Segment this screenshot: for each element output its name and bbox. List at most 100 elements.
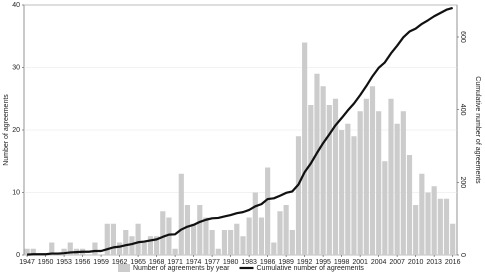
x-tick-label: 1971 [167,259,183,266]
bar [394,123,400,255]
y-tick-label: 0 [16,252,20,259]
y2-tick-label: 200 [459,176,466,188]
bar [419,173,425,255]
y-tick-label: 20 [12,127,20,134]
bar [413,205,419,255]
bar [431,186,437,255]
x-tick-label: 1986 [260,259,276,266]
bar [110,223,117,255]
x-tick-label: 2007 [389,259,405,266]
bar [369,86,376,255]
bar [277,211,283,255]
y-tick-label: 10 [12,189,20,196]
y2-tick-label: 600 [459,31,466,43]
x-tick-label: 1989 [278,259,294,266]
bar [154,236,160,255]
x-tick-label: 1995 [315,259,331,266]
y2-axis-title: Cumulative number of agreements [474,76,481,184]
x-tick-label: 2001 [352,259,368,266]
x-tick-label: 1983 [241,259,257,266]
x-tick-label: 1953 [56,259,72,266]
bar [215,248,221,255]
bar [283,205,289,255]
x-tick-label: 1950 [38,259,54,266]
bar [351,136,357,255]
bar [382,161,388,255]
x-tick-label: 1992 [297,259,313,266]
x-tick-label: 2016 [445,259,461,266]
bar [197,205,203,255]
bar [135,223,141,255]
x-tick-label: 1977 [204,259,220,266]
bar [376,111,382,255]
x-tick-label: 1980 [223,259,239,266]
y-tick-label: 40 [12,2,20,9]
cumulative-line [27,6,453,256]
y-tick-label: 30 [12,64,20,71]
legend-swatch [118,264,130,272]
bar [228,230,234,255]
bar [172,248,178,255]
y2-tick-label: 400 [459,104,466,116]
bar [141,242,147,255]
bar [246,217,252,255]
bar [314,73,320,255]
bar [443,198,450,255]
bar [289,230,295,255]
x-tick-label: 1965 [130,259,146,266]
bar [129,236,135,255]
x-tick-label: 2010 [408,259,424,266]
x-tick-label: 1974 [186,259,202,266]
bar [345,123,351,255]
y-axis-title: Number of agreements [3,94,10,166]
bar [308,105,314,255]
bar [258,217,265,255]
bar [302,42,308,255]
bar [166,217,172,255]
bar [178,173,184,255]
bar [326,105,332,255]
x-tick-label: 1947 [19,259,35,266]
bar [357,111,363,255]
x-tick-label: 1998 [334,259,350,266]
bar [332,98,339,255]
bar [450,223,456,255]
bar [30,248,36,255]
bar [400,111,406,255]
bar [320,86,326,255]
x-tick-label: 2013 [426,259,442,266]
x-tick-label: 1956 [75,259,91,266]
bar [252,192,258,255]
x-tick-label: 1959 [93,259,109,266]
bar [61,248,67,255]
bar [92,242,98,255]
bar [104,223,110,255]
y2-tick-label: 0 [459,253,466,257]
bar [191,223,197,255]
bar [339,130,345,255]
bar [221,230,228,255]
bar [363,98,369,255]
bar [425,192,431,255]
bar [67,242,73,255]
bar [184,205,191,255]
bar [49,242,55,255]
bar [234,223,240,255]
bar [406,155,413,255]
bar [295,136,302,255]
x-tick-label: 2004 [371,259,387,266]
legend-label: Cumulative number of agreements [257,265,365,272]
bar [240,236,246,255]
bar [123,230,129,255]
x-tick-label: 1962 [112,259,128,266]
bar [209,230,215,255]
bar [147,236,154,255]
legend-label: Number of agreements by year [133,265,230,272]
bar [388,98,394,255]
bar [24,248,30,255]
bar [203,217,209,255]
x-tick-label: 1968 [149,259,165,266]
bar [271,242,277,255]
bar [117,242,123,255]
